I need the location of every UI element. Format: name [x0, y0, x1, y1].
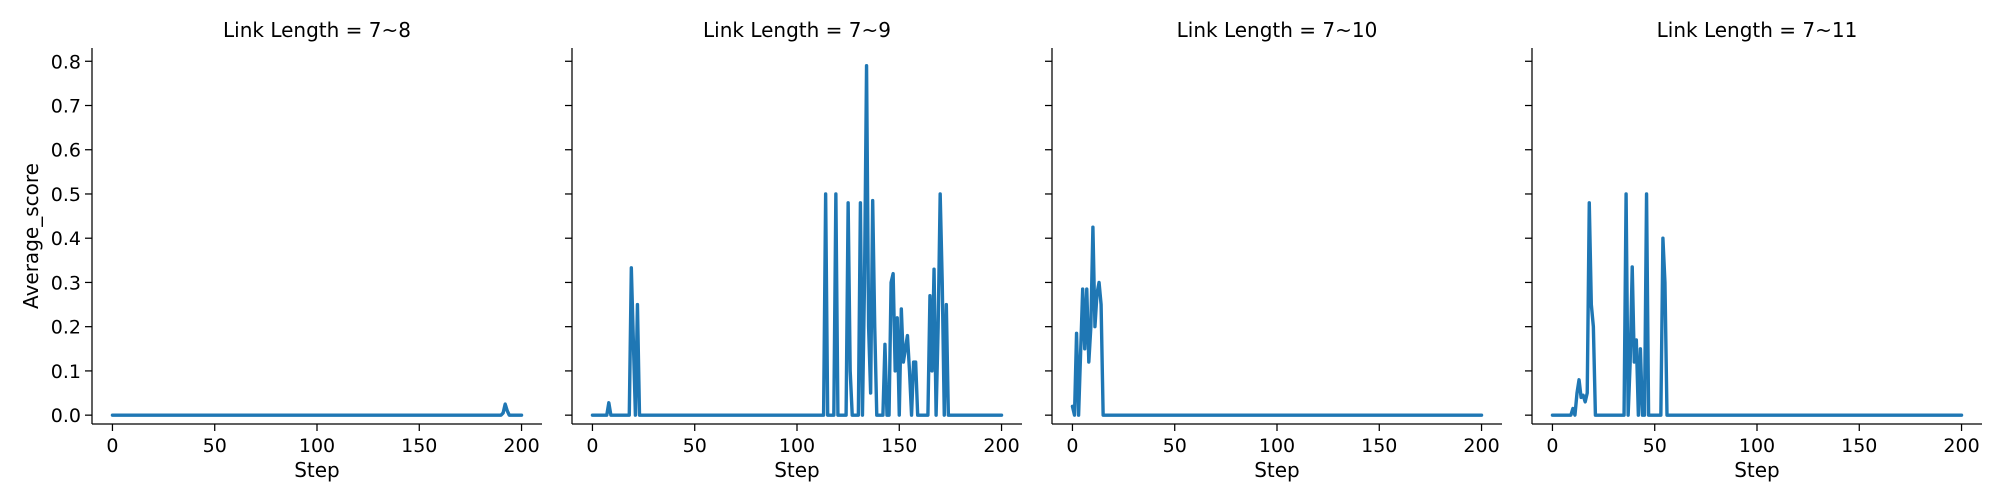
y-tick-label: 0.7 — [51, 96, 81, 118]
x-tick-label: 100 — [1739, 435, 1775, 457]
x-tick-label: 50 — [1643, 435, 1667, 457]
y-axis-title: Average_score — [19, 163, 43, 309]
y-tick-label: 0.5 — [51, 184, 81, 206]
x-tick-label: 0 — [1546, 435, 1558, 457]
x-tick-label: 0 — [586, 435, 598, 457]
panel-title: Link Length = 7~10 — [1177, 18, 1378, 42]
x-tick-label: 50 — [203, 435, 227, 457]
x-axis-title: Step — [294, 458, 340, 482]
panel-title: Link Length = 7~11 — [1657, 18, 1858, 42]
x-tick-label: 200 — [983, 435, 1019, 457]
x-tick-label: 200 — [1463, 435, 1499, 457]
y-tick-label: 0.0 — [51, 405, 81, 427]
x-tick-label: 150 — [1841, 435, 1877, 457]
y-tick-label: 0.1 — [51, 361, 81, 383]
x-tick-label: 0 — [106, 435, 118, 457]
x-tick-label: 150 — [881, 435, 917, 457]
x-tick-label: 100 — [1259, 435, 1295, 457]
x-axis-title: Step — [1734, 458, 1780, 482]
x-tick-label: 150 — [401, 435, 437, 457]
y-tick-label: 0.6 — [51, 140, 81, 162]
panel-title: Link Length = 7~8 — [223, 18, 411, 42]
x-tick-label: 0 — [1066, 435, 1078, 457]
x-tick-label: 100 — [779, 435, 815, 457]
series-line — [110, 402, 524, 417]
x-tick-label: 50 — [1163, 435, 1187, 457]
y-tick-label: 0.8 — [51, 51, 81, 73]
y-tick-label: 0.2 — [51, 317, 81, 339]
y-tick-label: 0.3 — [51, 272, 81, 294]
series-line — [1550, 192, 1964, 417]
x-tick-label: 150 — [1361, 435, 1397, 457]
x-axis-title: Step — [1254, 458, 1300, 482]
series-line — [590, 63, 1004, 417]
x-tick-label: 50 — [683, 435, 707, 457]
series-line — [1070, 225, 1484, 417]
y-tick-label: 0.4 — [51, 228, 81, 250]
x-tick-label: 200 — [503, 435, 539, 457]
x-tick-label: 100 — [299, 435, 335, 457]
panel-title: Link Length = 7~9 — [703, 18, 891, 42]
x-axis-title: Step — [774, 458, 820, 482]
x-tick-label: 200 — [1943, 435, 1979, 457]
